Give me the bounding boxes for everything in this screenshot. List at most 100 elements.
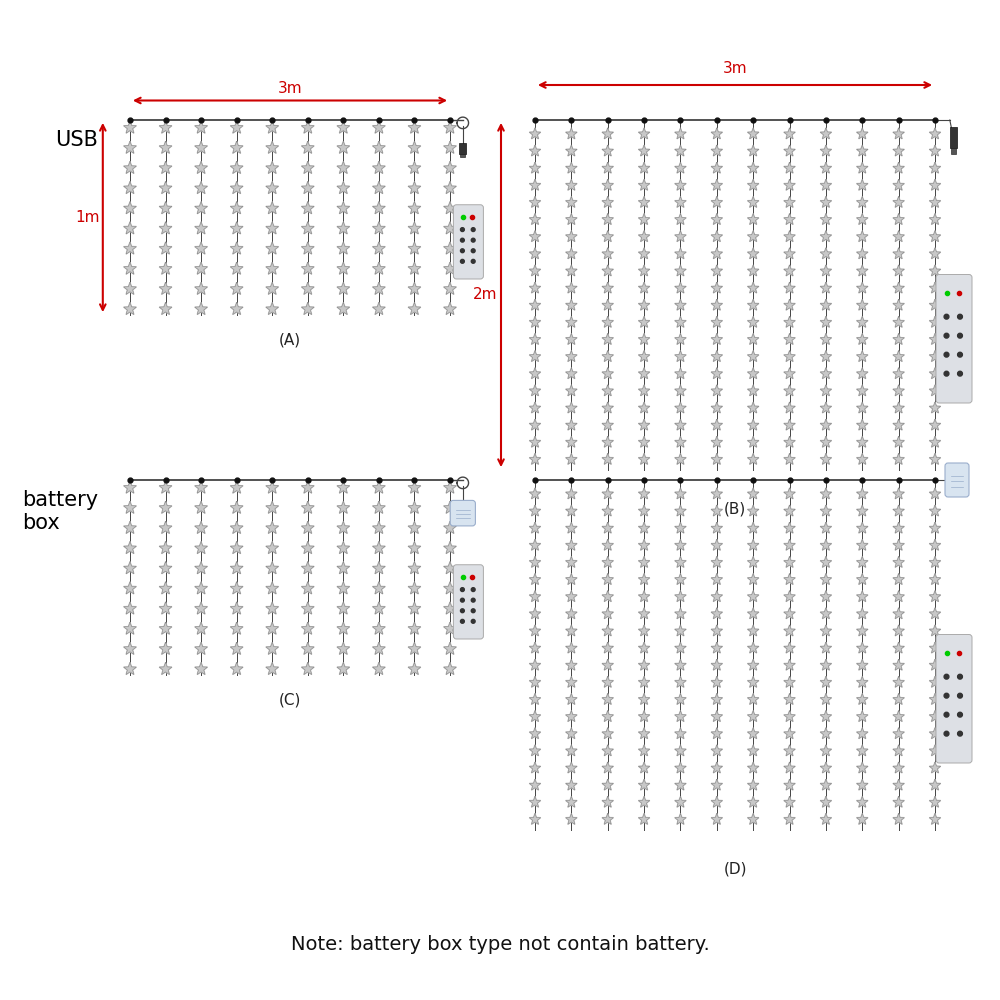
Circle shape [471,228,475,232]
Polygon shape [638,814,650,824]
Polygon shape [566,642,577,653]
Polygon shape [408,663,421,675]
Polygon shape [675,316,686,327]
Polygon shape [124,501,136,513]
Polygon shape [857,179,868,190]
Polygon shape [444,303,456,315]
Polygon shape [195,481,207,493]
Polygon shape [230,262,243,274]
Polygon shape [857,402,868,413]
Polygon shape [301,481,314,493]
Polygon shape [529,162,541,173]
Polygon shape [529,145,541,156]
Polygon shape [266,663,279,675]
Polygon shape [602,659,613,670]
Polygon shape [893,197,904,207]
Polygon shape [337,222,350,234]
Polygon shape [748,128,759,139]
Polygon shape [529,539,541,550]
Polygon shape [373,202,385,214]
Polygon shape [857,128,868,139]
Polygon shape [566,591,577,602]
Circle shape [958,371,962,376]
Polygon shape [820,334,832,344]
Polygon shape [711,779,722,790]
Polygon shape [195,242,207,254]
Polygon shape [301,521,314,533]
Circle shape [471,619,475,623]
Polygon shape [893,574,904,584]
Polygon shape [929,796,941,807]
Polygon shape [602,625,613,636]
Polygon shape [929,488,941,499]
Polygon shape [857,557,868,567]
Text: (B): (B) [724,501,746,516]
Polygon shape [784,368,795,379]
Polygon shape [711,625,722,636]
Polygon shape [529,814,541,824]
Circle shape [944,712,949,717]
Polygon shape [748,214,759,224]
Polygon shape [893,282,904,293]
Polygon shape [301,303,314,315]
Polygon shape [820,796,832,807]
Polygon shape [529,351,541,362]
Polygon shape [748,488,759,499]
Polygon shape [373,562,385,574]
Polygon shape [124,303,136,315]
Polygon shape [124,663,136,675]
Bar [950,127,957,148]
Polygon shape [373,642,385,654]
Polygon shape [444,222,456,234]
Polygon shape [893,625,904,636]
Polygon shape [566,162,577,173]
Polygon shape [301,501,314,513]
Polygon shape [337,141,350,153]
Circle shape [944,333,949,338]
Circle shape [944,731,949,736]
Polygon shape [638,694,650,704]
Polygon shape [195,222,207,234]
Polygon shape [408,282,421,294]
Polygon shape [638,248,650,259]
Polygon shape [373,282,385,294]
Polygon shape [675,334,686,344]
Polygon shape [784,436,795,447]
FancyBboxPatch shape [936,274,972,403]
Polygon shape [929,179,941,190]
Polygon shape [857,214,868,224]
Polygon shape [748,711,759,722]
Polygon shape [124,121,136,133]
Polygon shape [638,557,650,567]
Polygon shape [820,368,832,379]
Polygon shape [929,625,941,636]
Polygon shape [638,162,650,173]
Polygon shape [784,231,795,242]
Polygon shape [301,663,314,675]
Polygon shape [566,539,577,550]
Polygon shape [444,242,456,254]
Polygon shape [444,622,456,634]
Polygon shape [124,141,136,153]
Polygon shape [929,659,941,670]
Polygon shape [711,231,722,242]
Polygon shape [195,282,207,294]
Polygon shape [929,265,941,276]
Polygon shape [893,402,904,413]
Polygon shape [529,574,541,584]
Polygon shape [602,197,613,207]
Polygon shape [266,303,279,315]
Polygon shape [529,728,541,739]
Polygon shape [602,128,613,139]
Polygon shape [195,161,207,173]
Polygon shape [638,128,650,139]
Polygon shape [529,745,541,756]
Polygon shape [408,582,421,594]
Polygon shape [602,557,613,567]
Circle shape [958,352,962,357]
Polygon shape [857,642,868,653]
Polygon shape [301,542,314,554]
Polygon shape [893,214,904,224]
Polygon shape [124,602,136,614]
Polygon shape [529,214,541,224]
